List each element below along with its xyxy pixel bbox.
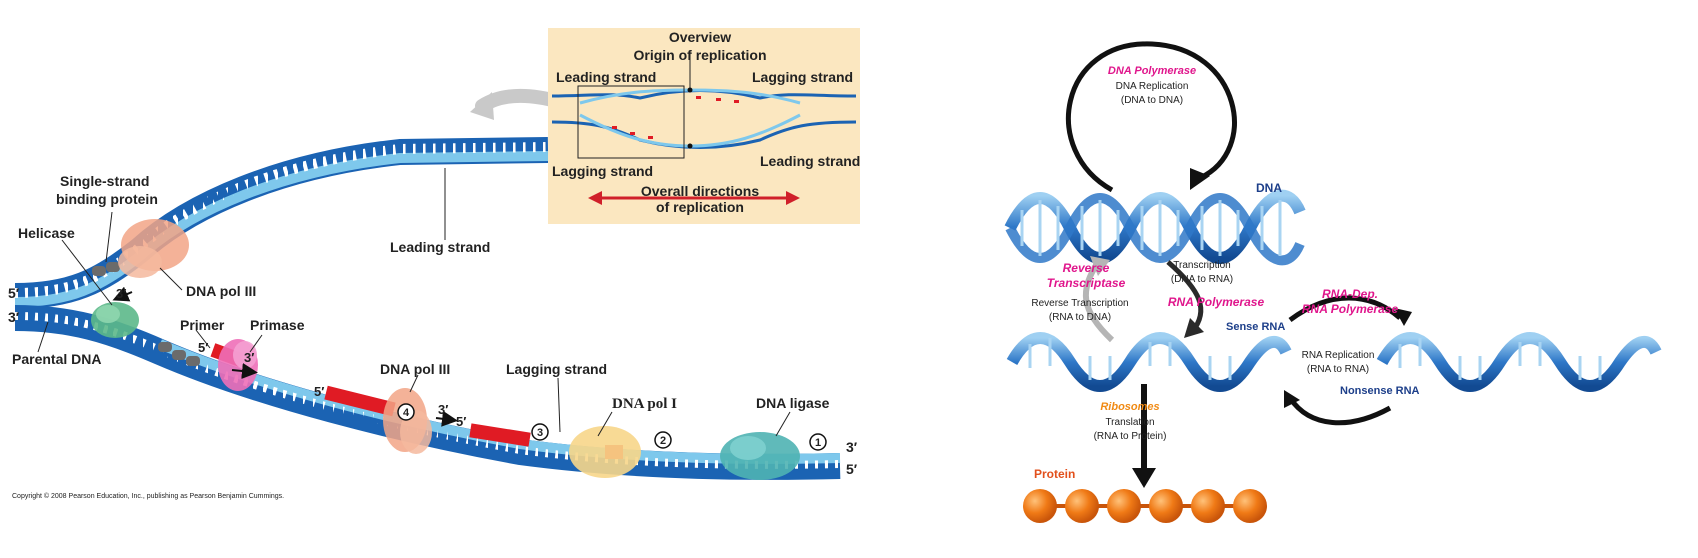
dna-replication-label: DNA Replication — [1116, 81, 1189, 92]
step-1-label: 1 — [815, 437, 821, 449]
directions-line1: Overall directions — [641, 183, 759, 199]
copyright-note: Copyright © 2008 Pearson Education, Inc.… — [12, 492, 284, 500]
protein-bead — [1149, 489, 1183, 523]
replication-fork-figure: 4 3 2 1 Single-strand — [8, 88, 858, 500]
three-prime-primer: 3′ — [244, 350, 254, 365]
dna-label: DNA — [1256, 181, 1282, 195]
primase-label: Primase — [250, 317, 305, 333]
protein-label: Protein — [1034, 467, 1075, 481]
dna-to-rna-label: (DNA to RNA) — [1171, 274, 1233, 285]
five-prime-left: 5′ — [8, 285, 20, 301]
reverse-transcriptase-line1: Reverse — [1063, 261, 1110, 275]
dna-pol3-mid-label: DNA pol III — [380, 361, 450, 377]
transcription-label: Transcription — [1173, 260, 1230, 271]
three-prime-left: 3′ — [8, 309, 20, 325]
protein-bead — [1107, 489, 1141, 523]
step-marker-4: 4 — [397, 403, 415, 421]
ribosomes-label: Ribosomes — [1100, 401, 1159, 413]
three-prime-top: 3′ — [116, 286, 126, 301]
reverse-transcription-arrow — [1082, 260, 1115, 343]
dna-double-helix — [1004, 189, 1306, 266]
overview-leading-bottom-label: Leading strand — [760, 153, 860, 169]
overview-title: Overview — [669, 29, 731, 45]
sense-rna-label: Sense RNA — [1226, 321, 1285, 333]
parental-dna-label: Parental DNA — [12, 351, 101, 367]
step-2-label: 2 — [660, 435, 666, 447]
rna-replication-arrow-top — [1288, 295, 1402, 323]
dna-pol1-label: DNA pol I — [612, 396, 677, 412]
overview-lagging-top-label: Lagging strand — [752, 69, 853, 85]
directions-line2: of replication — [656, 199, 744, 215]
five-prime-right: 5′ — [846, 461, 858, 477]
protein-bead — [1191, 489, 1225, 523]
three-prime-right: 3′ — [846, 439, 858, 455]
reverse-transcription-label: Reverse Transcription — [1031, 298, 1128, 309]
rna-primer — [324, 385, 396, 417]
rna-replication-label: RNA Replication — [1302, 350, 1375, 361]
five-prime-primer: 5′ — [198, 340, 208, 355]
five-prime-okazaki: 5′ — [314, 384, 324, 399]
primer-label: Primer — [180, 317, 225, 333]
dna-to-dna-label: (DNA to DNA) — [1121, 95, 1183, 106]
protein-bead — [1023, 489, 1057, 523]
step-marker-2: 2 — [654, 431, 672, 449]
rna-dep-polymerase-line2: RNA Polymerase — [1302, 302, 1399, 316]
three-prime-okazaki: 3′ — [438, 402, 448, 417]
zoom-box — [577, 85, 685, 159]
overview-inset: Overview Origin of replication Leading s… — [548, 28, 860, 224]
rna-to-protein-label: (RNA to Protein) — [1094, 431, 1167, 442]
step-3-label: 3 — [537, 427, 543, 439]
nonsense-rna-helix — [1376, 332, 1662, 392]
translation-label: Translation — [1105, 417, 1154, 428]
ssb-label-line1: Single-strand — [60, 173, 149, 189]
rna-primer — [469, 423, 531, 447]
step-4-label: 4 — [403, 407, 410, 419]
overview-lagging-bottom-label: Lagging strand — [552, 163, 653, 179]
reverse-transcriptase-line2: Transcriptase — [1047, 276, 1126, 290]
protein-chain — [1023, 489, 1267, 523]
dna-pol3-top-label: DNA pol III — [186, 283, 256, 299]
single-strand-binding-protein — [92, 262, 200, 366]
lagging-strand-label: Lagging strand — [506, 361, 607, 377]
rna-to-dna-label: (RNA to DNA) — [1049, 312, 1111, 323]
five-prime-okazaki-2: 5′ — [456, 414, 466, 429]
step-marker-3: 3 — [531, 423, 549, 441]
overview-leading-top-label: Leading strand — [556, 69, 656, 85]
dna-replication-loop-arrow — [1065, 41, 1237, 193]
rna-to-rna-label: (RNA to RNA) — [1307, 364, 1369, 375]
rna-polymerase-label: RNA Polymerase — [1168, 295, 1265, 309]
rna-replication-arrow-bottom — [1287, 396, 1392, 426]
protein-bead — [1065, 489, 1099, 523]
nonsense-rna-label: Nonsense RNA — [1340, 385, 1420, 397]
origin-label: Origin of replication — [633, 47, 766, 63]
protein-bead — [1233, 489, 1267, 523]
rna-dep-polymerase-line1: RNA-Dep. — [1322, 287, 1378, 301]
central-dogma-figure: DNA Polymerase DNA Replication (DNA to D… — [1004, 41, 1662, 523]
ssb-label-line2: binding protein — [56, 191, 158, 207]
dna-pol1-protein — [569, 426, 641, 478]
step-marker-1: 1 — [809, 433, 827, 451]
sense-rna-helix — [1006, 332, 1292, 392]
helicase-label: Helicase — [18, 225, 75, 241]
dna-polymerase-label: DNA Polymerase — [1108, 65, 1196, 77]
dna-ligase-label: DNA ligase — [756, 395, 830, 411]
leading-strand-label: Leading strand — [390, 239, 490, 255]
